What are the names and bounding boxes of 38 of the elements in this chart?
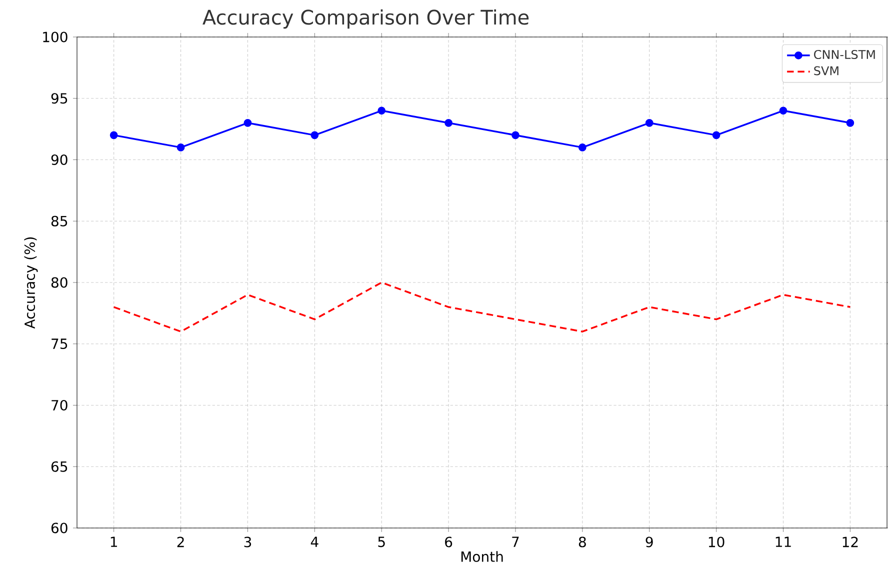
- y-tick-label: 75: [52, 338, 68, 350]
- y-tick-label: 70: [52, 400, 68, 411]
- point: [645, 118, 654, 127]
- x-tick-label: 9: [646, 536, 653, 548]
- x-tick-label: 12: [842, 536, 858, 548]
- point: [378, 106, 386, 115]
- y-tick-label: 65: [51, 461, 68, 472]
- x-axis-title: Month: [461, 551, 503, 562]
- x-tick-label: 5: [378, 536, 385, 548]
- y-tick-label: 80: [51, 277, 68, 288]
- x-tick-label: 2: [177, 536, 184, 548]
- legend-label: SVM: [814, 66, 838, 76]
- point: [444, 118, 452, 127]
- x-tick-label: 8: [578, 536, 586, 548]
- y-tick-label: 95: [51, 93, 68, 104]
- x-tick-label: 4: [310, 536, 318, 547]
- point: [512, 131, 520, 140]
- point: [244, 118, 252, 127]
- x-tick-label: 7: [512, 536, 519, 547]
- x-tick-label: 1: [110, 536, 117, 547]
- x-tick-label: 3: [244, 536, 252, 548]
- x-tick-label: 11: [776, 536, 791, 547]
- chart-title: Accuracy Comparison Over Time: [202, 9, 529, 29]
- legend-label: CNN-LSTM: [814, 50, 875, 60]
- y-tick-label: 85: [51, 216, 68, 226]
- point: [846, 118, 854, 127]
- y-tick-label: 90: [51, 154, 68, 166]
- x-tick-label: 6: [445, 536, 452, 548]
- x-tick-label: 10: [708, 536, 724, 548]
- point: [712, 131, 720, 140]
- point: [779, 106, 788, 115]
- point: [110, 131, 118, 140]
- point: [310, 131, 319, 140]
- y-axis-title: Accuracy (%): [24, 237, 38, 329]
- y-tick-label: 60: [51, 522, 68, 534]
- y-tick-label: 100: [43, 32, 68, 42]
- point: [176, 144, 185, 152]
- point: [578, 144, 586, 152]
